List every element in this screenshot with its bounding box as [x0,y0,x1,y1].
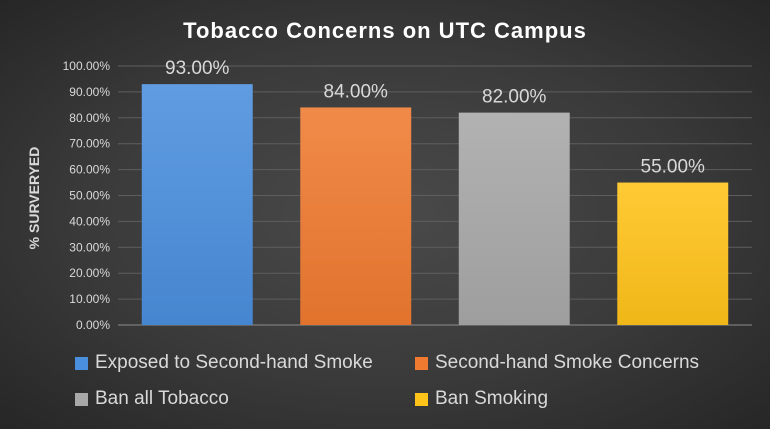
legend-label-ban-tobacco: Ban all Tobacco [95,388,229,409]
y-tick-label: 100.00% [63,59,111,73]
legend-item-ban-tobacco: Ban all Tobacco [75,388,415,410]
y-tick-label: 20.00% [69,266,110,280]
bar-3 [617,182,729,325]
legend-swatch-exposed [75,356,88,370]
bar-2 [458,112,570,326]
y-axis-label: % SURVERYED [26,147,42,250]
data-label: 55.00% [641,157,706,178]
data-label: 93.00% [165,58,230,79]
bar-1 [300,107,412,325]
y-tick-label: 50.00% [69,189,110,203]
chart-title: Tobacco Concerns on UTC Campus [183,18,587,43]
y-tick-label: 30.00% [69,240,110,254]
legend-label-exposed: Exposed to Second-hand Smoke [95,352,373,373]
data-label: 82.00% [482,87,547,108]
legend-swatch-ban-tobacco [75,392,88,406]
y-tick-label: 80.00% [69,111,110,125]
legend-label-concerns: Second-hand Smoke Concerns [435,352,700,373]
legend-swatch-concerns [415,356,428,370]
bar-0 [141,84,253,325]
legend: Exposed to Second-hand Smoke Second-hand… [75,352,755,410]
y-tick-label: 40.00% [69,214,110,228]
legend-item-concerns: Second-hand Smoke Concerns [415,352,755,374]
y-tick-label: 90.00% [69,85,110,99]
legend-item-ban-smoking: Ban Smoking [415,388,755,410]
legend-swatch-ban-smoking [415,392,428,406]
y-tick-label: 10.00% [69,292,110,306]
data-label: 84.00% [324,81,389,102]
legend-item-exposed: Exposed to Second-hand Smoke [75,352,415,374]
y-tick-label: 60.00% [69,163,110,177]
y-tick-label: 70.00% [69,137,110,151]
legend-label-ban-smoking: Ban Smoking [435,388,549,409]
y-tick-label: 0.00% [76,318,110,332]
